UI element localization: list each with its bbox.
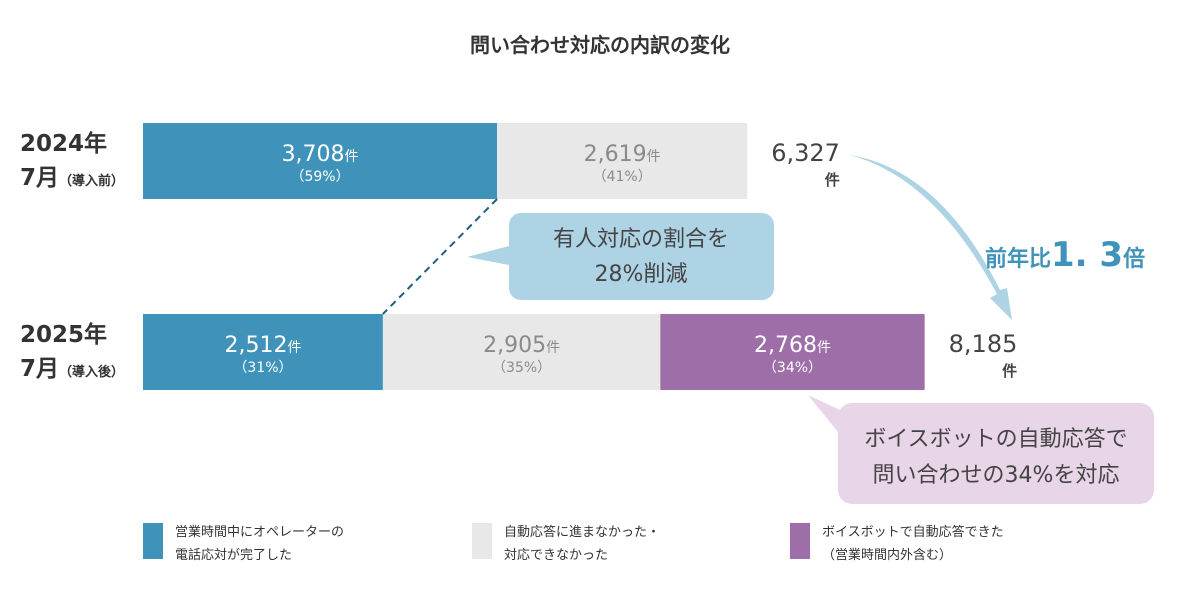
total-unit-label: 件 xyxy=(1002,362,1017,380)
unit-label: 件 xyxy=(647,149,661,165)
bar-value-label: 2,905件 xyxy=(483,333,560,358)
voicebot-callout-bubble xyxy=(808,395,1154,504)
category-note: （導入後） xyxy=(59,364,124,380)
bar-segment xyxy=(143,123,498,199)
growth-suffix: 倍 xyxy=(1123,246,1145,272)
connector-line xyxy=(382,198,498,315)
bar-segment xyxy=(497,123,748,199)
legend-label: 営業時間中にオペレーターの xyxy=(175,524,344,540)
growth-label: 前年比1. 3倍 xyxy=(985,235,1145,275)
reduction-callout-bubble xyxy=(467,213,774,300)
category-label-month: 7月（導入後） xyxy=(20,356,124,382)
category-note: （導入前） xyxy=(59,173,124,189)
legend-label: 自動応答に進まなかった・ xyxy=(504,524,660,540)
bar-percent-label: （35%） xyxy=(492,360,551,376)
unit-label: 件 xyxy=(345,149,359,165)
bar-percent-label: （59%） xyxy=(290,169,349,185)
growth-value: 1. 3 xyxy=(1051,235,1123,275)
total-label: 6,327 xyxy=(771,139,840,167)
total-unit-label: 件 xyxy=(825,171,840,189)
chart-title: 問い合わせ対応の内訳の変化 xyxy=(470,33,730,57)
unit-label: 件 xyxy=(287,340,301,356)
category-label-year: 2024年 xyxy=(20,130,107,157)
legend-label: ボイスボットで自動応答できた xyxy=(822,524,1004,540)
legend-swatch xyxy=(790,523,810,559)
total-label: 8,185 xyxy=(949,330,1018,358)
legend-label: 電話応対が完了した xyxy=(175,547,292,563)
bar-segment xyxy=(382,314,661,390)
growth-arrow-icon xyxy=(850,155,1012,320)
bar-segment xyxy=(660,314,925,390)
bar-percent-label: （31%） xyxy=(233,360,292,376)
reduction-callout-text: 28%削減 xyxy=(595,262,688,287)
reduction-callout-text: 有人対応の割合を xyxy=(553,227,729,252)
bar-segment xyxy=(143,314,383,390)
category-label-month: 7月（導入前） xyxy=(20,165,124,191)
legend-label: （営業時間内外含む） xyxy=(822,547,952,563)
voicebot-callout-text: 問い合わせの34%を対応 xyxy=(873,463,1120,488)
bar-percent-label: （41%） xyxy=(593,169,652,185)
unit-label: 件 xyxy=(817,340,831,356)
legend-swatch xyxy=(472,523,492,559)
legend-swatch xyxy=(143,523,163,559)
legend-label: 対応できなかった xyxy=(504,548,608,563)
voicebot-callout-text: ボイスボットの自動応答で xyxy=(864,427,1127,452)
unit-label: 件 xyxy=(546,340,560,356)
category-label-year: 2025年 xyxy=(20,321,107,348)
bar-percent-label: （34%） xyxy=(763,360,822,376)
